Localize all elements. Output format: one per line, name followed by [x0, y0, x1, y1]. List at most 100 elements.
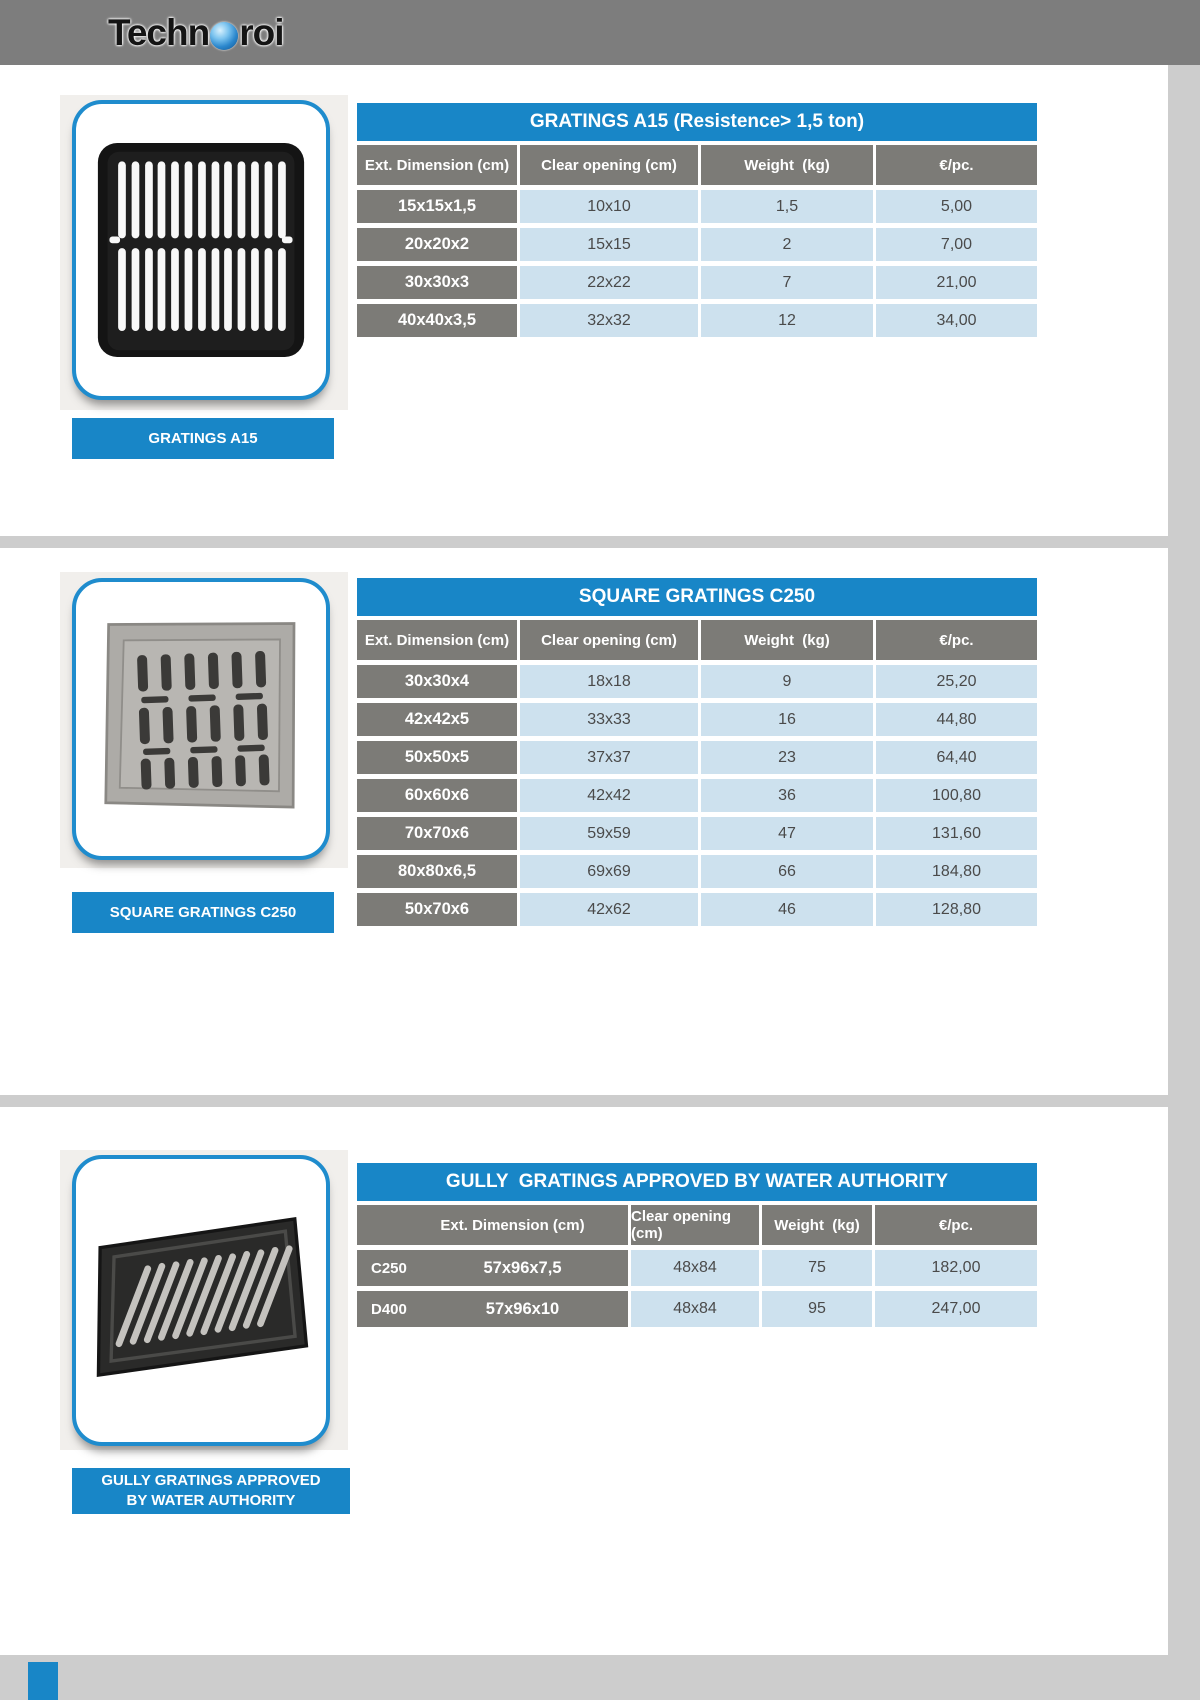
cell-price: 64,40 — [876, 741, 1037, 774]
cell-price: 7,00 — [876, 228, 1037, 261]
table-title: GRATINGS A15 (Resistence> 1,5 ton) — [357, 103, 1037, 141]
cell-price: 5,00 — [876, 190, 1037, 223]
cell-load-class: C250 — [371, 1259, 407, 1277]
cell-price: 128,80 — [876, 893, 1037, 926]
cell-price: 247,00 — [875, 1291, 1037, 1327]
cell-price: 184,80 — [876, 855, 1037, 888]
table-row: 40x40x3,5 32x32 12 34,00 — [357, 304, 1037, 337]
price-table: GRATINGS A15 (Resistence> 1,5 ton) Ext. … — [357, 103, 1037, 337]
table-header-row: Ext. Dimension (cm) Clear opening (cm) W… — [357, 145, 1037, 185]
cell-ext-dimension: 30x30x3 — [357, 266, 517, 299]
cell-clear-opening: 33x33 — [520, 703, 698, 736]
cell-price: 44,80 — [876, 703, 1037, 736]
cell-weight: 1,5 — [701, 190, 873, 223]
cell-ext-dimension: 60x60x6 — [357, 779, 517, 812]
product-photo-square-gratings-c250 — [104, 622, 296, 809]
cell-ext-dimension: 57x96x10 — [485, 1299, 560, 1318]
cell-ext-dimension: 42x42x5 — [357, 703, 517, 736]
brand-logo: Techn roi — [108, 12, 285, 54]
column-header-weight: Weight (kg) — [701, 620, 873, 660]
cell-price: 25,20 — [876, 665, 1037, 698]
table-row: 30x30x4 18x18 9 25,20 — [357, 665, 1037, 698]
table-row: 50x70x6 42x62 46 128,80 — [357, 893, 1037, 926]
column-header-weight: Weight (kg) — [701, 145, 873, 185]
cell-ext-dimension: 15x15x1,5 — [357, 190, 517, 223]
cell-clear-opening: 48x84 — [631, 1250, 759, 1286]
table-row: 70x70x6 59x59 47 131,60 — [357, 817, 1037, 850]
table-row: C250 57x96x7,5 48x84 75 182,00 — [357, 1250, 1037, 1286]
column-header-clear-opening: Clear opening (cm) — [520, 620, 698, 660]
table-row: 20x20x2 15x15 2 7,00 — [357, 228, 1037, 261]
cell-ext-dimension: 20x20x2 — [357, 228, 517, 261]
cell-class-and-dimension: C250 57x96x7,5 — [357, 1250, 628, 1286]
cell-price: 21,00 — [876, 266, 1037, 299]
cell-ext-dimension: 57x96x7,5 — [483, 1258, 562, 1277]
table-body: C250 57x96x7,5 48x84 75 182,00 D400 57x9… — [357, 1250, 1037, 1327]
cell-weight: 36 — [701, 779, 873, 812]
cell-weight: 95 — [762, 1291, 872, 1327]
product-image-frame — [72, 1155, 330, 1446]
cell-weight: 7 — [701, 266, 873, 299]
cell-weight: 46 — [701, 893, 873, 926]
cell-weight: 66 — [701, 855, 873, 888]
column-header-weight: Weight (kg) — [762, 1205, 872, 1245]
cell-clear-opening: 42x42 — [520, 779, 698, 812]
cell-clear-opening: 22x22 — [520, 266, 698, 299]
table-row: 60x60x6 42x42 36 100,80 — [357, 779, 1037, 812]
product-photo-gratings-a15 — [97, 143, 305, 357]
cell-weight: 75 — [762, 1250, 872, 1286]
table-title: GULLY GRATINGS APPROVED BY WATER AUTHORI… — [357, 1163, 1037, 1201]
table-row: 30x30x3 22x22 7 21,00 — [357, 266, 1037, 299]
column-header-ext-dimension: Ext. Dimension (cm) — [357, 620, 517, 660]
cell-weight: 9 — [701, 665, 873, 698]
cell-clear-opening: 37x37 — [520, 741, 698, 774]
cell-class-and-dimension: D400 57x96x10 — [357, 1291, 628, 1327]
image-caption: GRATINGS A15 — [72, 418, 334, 459]
price-table: GULLY GRATINGS APPROVED BY WATER AUTHORI… — [357, 1163, 1037, 1327]
cell-clear-opening: 10x10 — [520, 190, 698, 223]
table-header-row: Ext. Dimension (cm) Clear opening (cm) W… — [357, 620, 1037, 660]
cell-price: 100,80 — [876, 779, 1037, 812]
table-row: D400 57x96x10 48x84 95 247,00 — [357, 1291, 1037, 1327]
globe-icon — [210, 22, 239, 50]
brand-logo-text-after: roi — [239, 12, 284, 53]
cell-ext-dimension: 50x70x6 — [357, 893, 517, 926]
table-body: 30x30x4 18x18 9 25,20 42x42x5 33x33 16 4… — [357, 665, 1037, 926]
cell-clear-opening: 32x32 — [520, 304, 698, 337]
column-header-ext-dimension: Ext. Dimension (cm) — [357, 1205, 628, 1245]
column-header-price: €/pc. — [876, 620, 1037, 660]
cell-ext-dimension: 80x80x6,5 — [357, 855, 517, 888]
header-banner: Techn roi — [0, 0, 1200, 65]
cell-ext-dimension: 50x50x5 — [357, 741, 517, 774]
table-row: 42x42x5 33x33 16 44,80 — [357, 703, 1037, 736]
page-right-margin — [1168, 65, 1200, 1655]
cell-weight: 23 — [701, 741, 873, 774]
brand-logo-text-before: Techn — [108, 12, 210, 53]
cell-price: 131,60 — [876, 817, 1037, 850]
product-photo-gully-grating — [96, 1216, 309, 1377]
column-header-clear-opening: Clear opening (cm) — [520, 145, 698, 185]
cell-clear-opening: 42x62 — [520, 893, 698, 926]
cell-clear-opening: 48x84 — [631, 1291, 759, 1327]
price-table: SQUARE GRATINGS C250 Ext. Dimension (cm)… — [357, 578, 1037, 926]
cell-clear-opening: 59x59 — [520, 817, 698, 850]
page-bottom-margin — [0, 1655, 1200, 1700]
column-header-price: €/pc. — [875, 1205, 1037, 1245]
cell-weight: 16 — [701, 703, 873, 736]
column-header-price: €/pc. — [876, 145, 1037, 185]
column-header-clear-opening: Clear opening (cm) — [631, 1205, 759, 1245]
table-title: SQUARE GRATINGS C250 — [357, 578, 1037, 616]
table-row: 15x15x1,5 10x10 1,5 5,00 — [357, 190, 1037, 223]
cell-weight: 2 — [701, 228, 873, 261]
cell-price: 34,00 — [876, 304, 1037, 337]
image-caption: GULLY GRATINGS APPROVED BY WATER AUTHORI… — [72, 1468, 350, 1514]
product-image-frame — [72, 100, 330, 400]
cell-clear-opening: 15x15 — [520, 228, 698, 261]
cell-ext-dimension: 40x40x3,5 — [357, 304, 517, 337]
table-body: 15x15x1,5 10x10 1,5 5,00 20x20x2 15x15 2… — [357, 190, 1037, 337]
cell-ext-dimension: 70x70x6 — [357, 817, 517, 850]
section-divider — [0, 536, 1200, 548]
cell-weight: 47 — [701, 817, 873, 850]
table-row: 50x50x5 37x37 23 64,40 — [357, 741, 1037, 774]
